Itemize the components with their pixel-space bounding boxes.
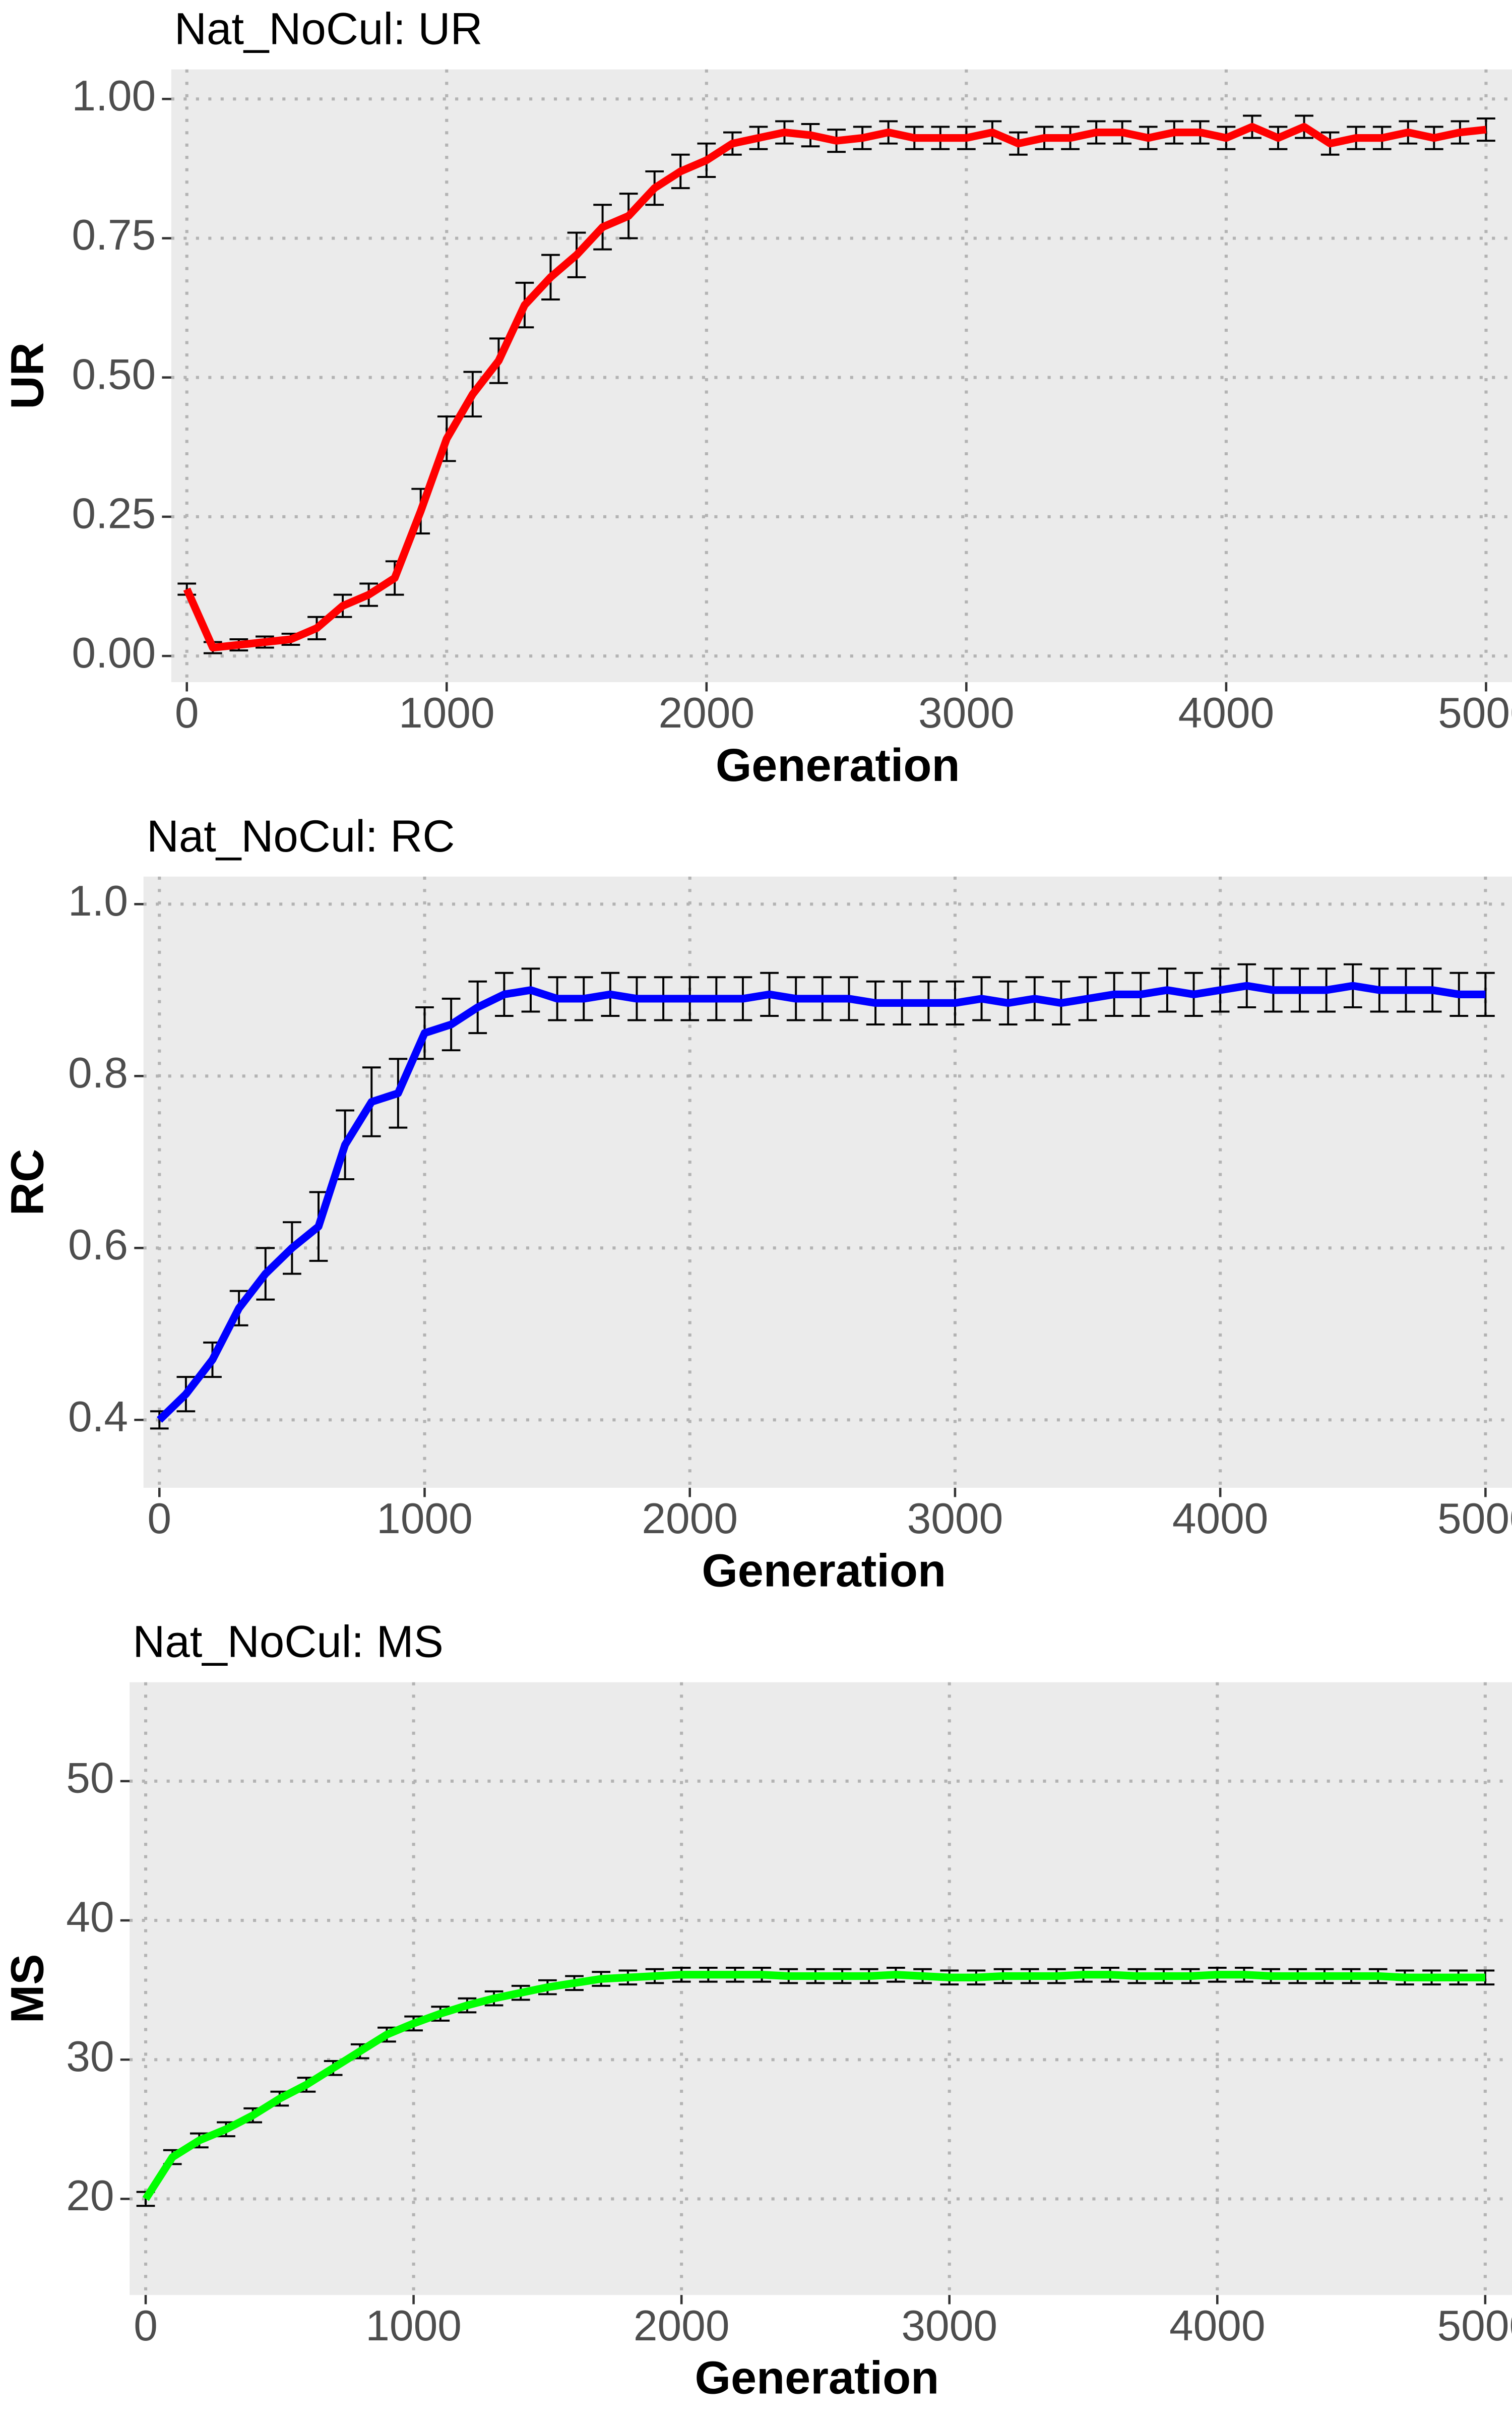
y-tick-label: 0.4 [68, 1393, 128, 1441]
x-tick-label: 1000 [399, 689, 495, 737]
x-tick-label: 1000 [365, 2302, 462, 2350]
x-tick-label: 0 [175, 689, 199, 737]
y-tick-label: 30 [66, 2032, 114, 2081]
x-tick-label: 4000 [1178, 689, 1275, 737]
y-axis-title: RC [2, 1149, 53, 1216]
x-tick-label: 3000 [907, 1494, 1003, 1543]
y-axis-title: MS [2, 1954, 53, 2024]
plot-panel [130, 1682, 1512, 2295]
data-line [183, 123, 1487, 652]
x-axis-title: Generation [702, 1545, 946, 1597]
x-tick-label: 0 [147, 1494, 171, 1543]
plot-panel [143, 876, 1512, 1488]
y-tick-label: 0.00 [72, 629, 156, 677]
data-line [156, 982, 1486, 1423]
x-tick-label: 3000 [901, 2302, 997, 2350]
x-tick-label: 5000 [1438, 689, 1512, 737]
y-tick-label: 0.8 [68, 1049, 128, 1097]
x-tick-label: 0 [134, 2302, 158, 2350]
y-tick-label: 1.00 [72, 72, 156, 120]
y-tick-label: 50 [66, 1753, 114, 1802]
x-tick-label: 2000 [658, 689, 754, 737]
chart-title: Nat_NoCul: UR [174, 4, 483, 54]
x-tick-label: 1000 [376, 1494, 473, 1543]
x-tick-label: 5000 [1437, 1494, 1512, 1543]
x-tick-label: 3000 [918, 689, 1015, 737]
error-bar [1477, 117, 1495, 142]
chart-title: Nat_NoCul: RC [147, 811, 455, 861]
data-line [142, 1971, 1485, 2201]
x-tick-label: 4000 [1169, 2302, 1266, 2350]
y-axis-title: UR [2, 342, 53, 409]
y-tick-label: 0.75 [72, 211, 156, 259]
x-axis-title: Generation [716, 740, 960, 791]
y-tick-label: 40 [66, 1893, 114, 1942]
x-tick-label: 4000 [1172, 1494, 1269, 1543]
y-tick-label: 0.25 [72, 490, 156, 538]
y-tick-label: 0.6 [68, 1221, 128, 1269]
x-tick-label: 5000 [1437, 2302, 1512, 2350]
x-axis-title: Generation [695, 2352, 939, 2404]
x-tick-label: 2000 [642, 1494, 738, 1543]
y-tick-label: 20 [66, 2171, 114, 2220]
chart-title: Nat_NoCul: MS [133, 1617, 444, 1667]
y-tick-label: 1.0 [68, 877, 128, 925]
error-bar [1476, 1969, 1495, 1986]
x-tick-label: 2000 [634, 2302, 730, 2350]
y-tick-label: 0.50 [72, 350, 156, 398]
